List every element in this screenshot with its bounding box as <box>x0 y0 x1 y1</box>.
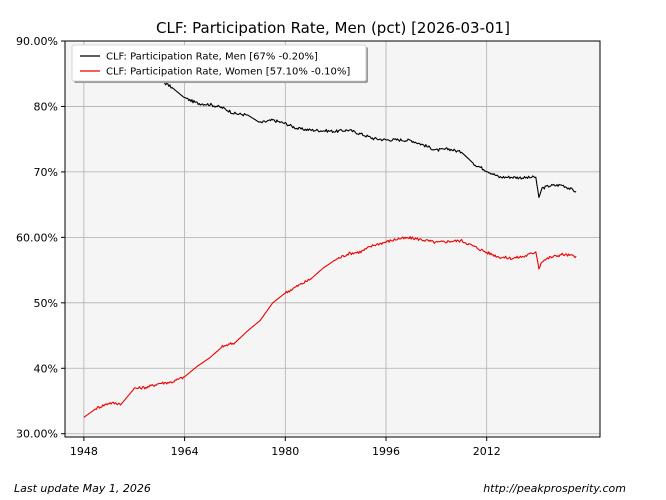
x-tick-label: 2012 <box>473 445 501 458</box>
x-tick-label: 1964 <box>171 445 199 458</box>
series-line-women <box>83 236 577 418</box>
legend: CLF: Participation Rate, Men [67% -0.20%… <box>71 44 368 83</box>
legend-box <box>71 44 367 82</box>
legend-entry: CLF: Participation Rate, Men [67% -0.20%… <box>106 52 318 63</box>
y-tick-label: 90.00% <box>16 35 58 48</box>
last-update-text: Last update May 1, 2026 <box>14 482 151 495</box>
y-tick-label: 80% <box>34 100 58 113</box>
plot-area <box>65 41 600 437</box>
x-tick-label: 1980 <box>271 445 299 458</box>
x-tick-label: 1948 <box>70 445 98 458</box>
plot-frame <box>64 40 601 438</box>
y-tick-label: 40% <box>34 362 58 375</box>
x-tick-label: 1996 <box>372 445 400 458</box>
y-tick-label: 70% <box>34 166 58 179</box>
y-tick-label: 50% <box>34 297 58 310</box>
series-lines <box>83 58 577 418</box>
y-tick-label: 30.00% <box>16 428 58 441</box>
series-line-men <box>83 58 577 198</box>
legend-entry: CLF: Participation Rate, Women [57.10% -… <box>106 67 350 78</box>
chart-title: CLF: Participation Rate, Men (pct) [2026… <box>156 19 510 37</box>
source-url-text[interactable]: http://peakprosperity.com <box>483 482 626 495</box>
y-tick-label: 60.00% <box>16 231 58 244</box>
axis-ticks: 1948 1964 1980 1996 2012 30.00% 40% 50% 60.00% 70… <box>16 35 501 458</box>
